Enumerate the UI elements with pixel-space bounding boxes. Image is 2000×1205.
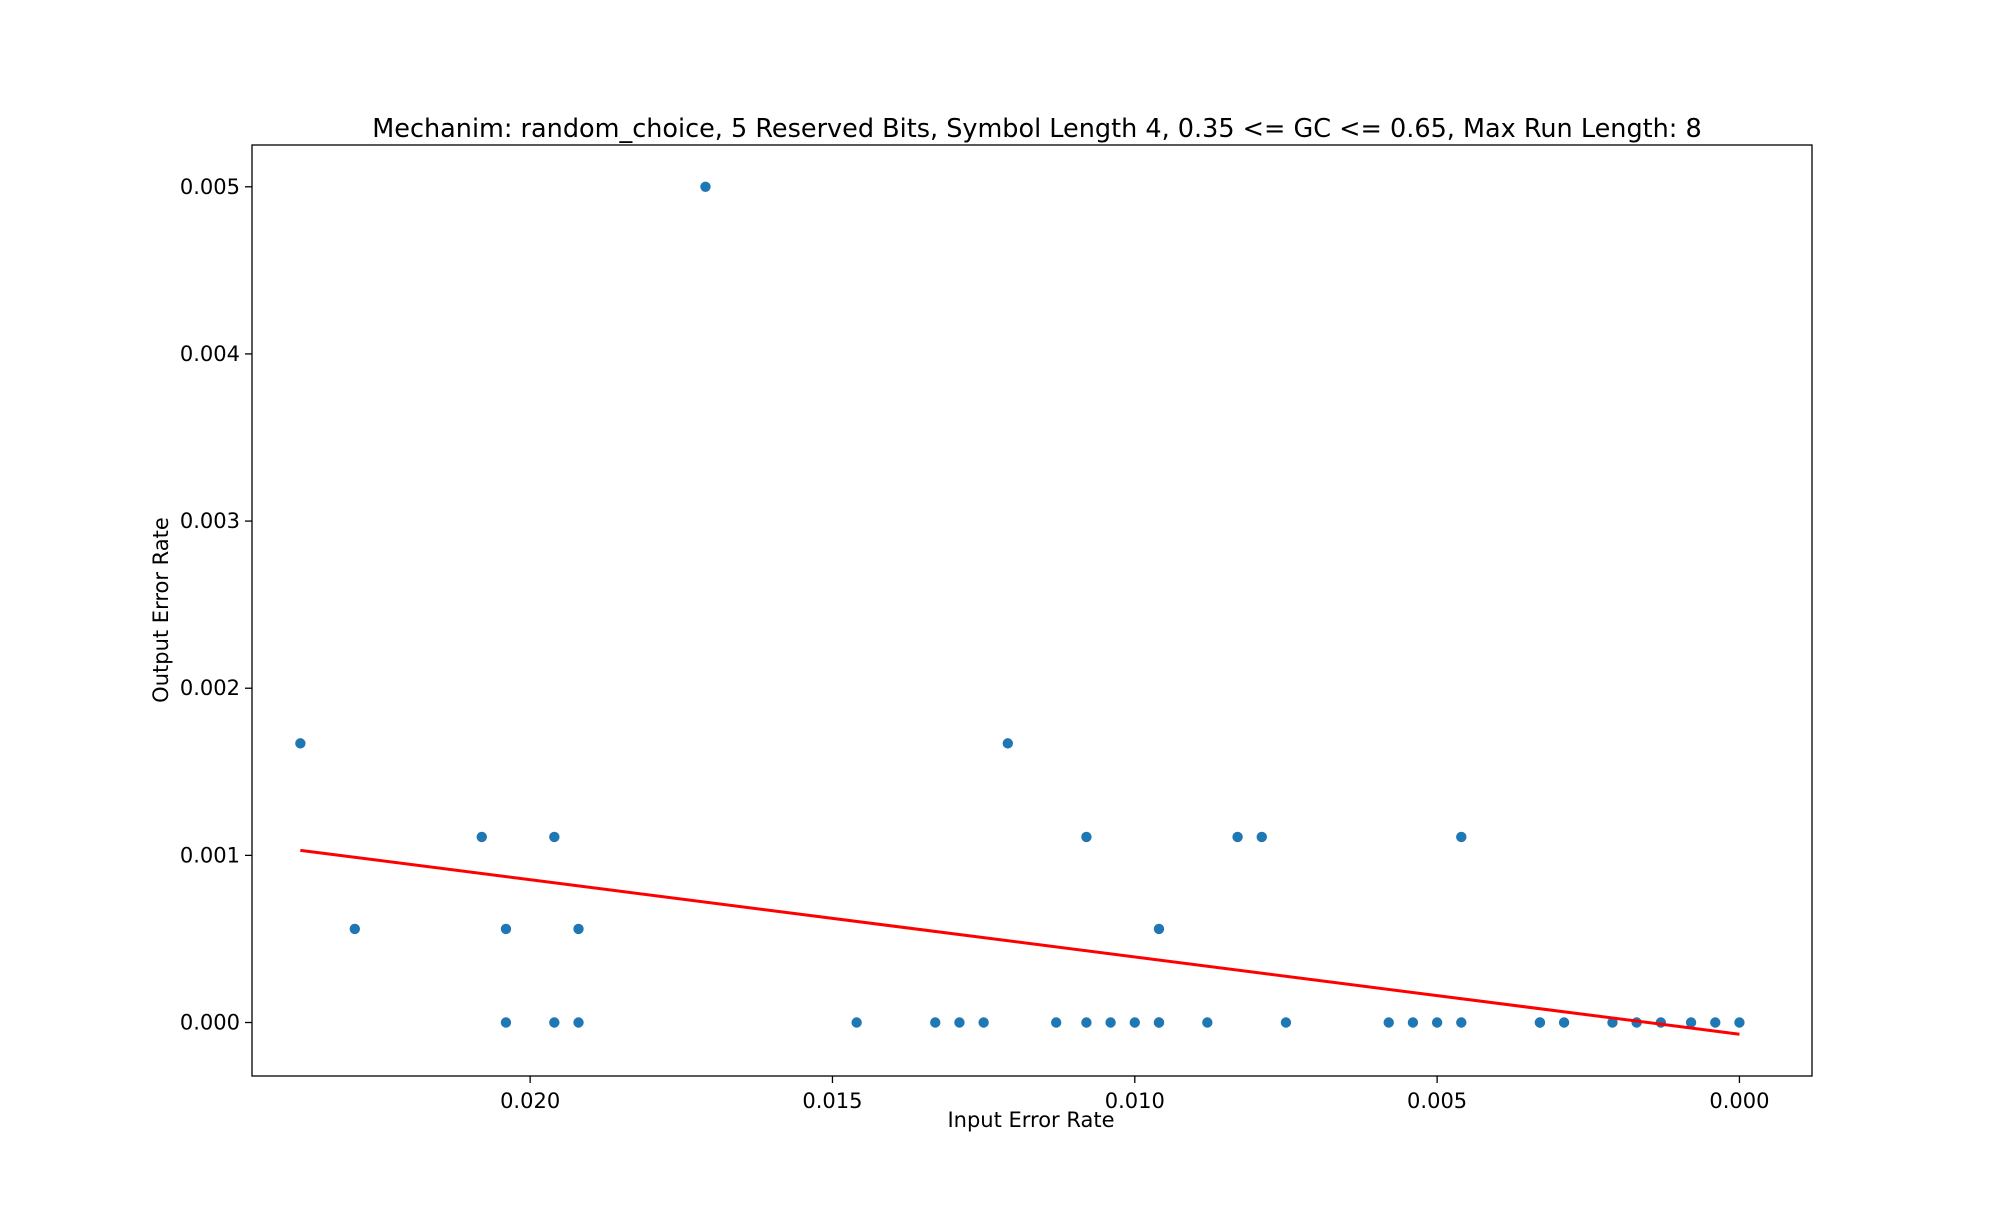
data-point: [1256, 831, 1267, 843]
data-point: [1734, 1017, 1745, 1028]
data-point: [1710, 1017, 1721, 1028]
trend-line: [300, 848, 1740, 1036]
plot-area: [295, 181, 1745, 1036]
y-axis: 0.000 0.001 0.002 0.003 0.004 0.005: [180, 175, 252, 1035]
y-tick-label: 0.000: [180, 1011, 240, 1035]
x-axis-label: Input Error Rate: [947, 1108, 1114, 1132]
data-point: [1431, 1017, 1443, 1028]
data-point: [500, 923, 512, 935]
data-point: [1558, 1017, 1570, 1028]
x-axis: 0.020 0.015 0.010 0.005 0.000: [500, 1076, 1770, 1113]
data-point: [1407, 1017, 1419, 1028]
data-point: [1280, 1017, 1292, 1028]
y-tick-label: 0.003: [180, 509, 240, 533]
y-tick-label: 0.004: [180, 342, 240, 366]
data-point: [500, 1017, 512, 1028]
data-point: [1081, 831, 1092, 843]
data-point: [1002, 738, 1014, 749]
x-tick-label: 0.000: [1709, 1089, 1769, 1113]
data-point: [549, 1017, 560, 1028]
data-point: [700, 181, 711, 192]
data-point: [295, 738, 306, 749]
data-point: [954, 1017, 965, 1028]
y-tick-label: 0.005: [180, 175, 240, 199]
y-tick-label: 0.001: [180, 843, 240, 867]
data-point: [349, 923, 360, 935]
plot-frame: [251, 144, 1813, 1077]
data-point: [978, 1017, 989, 1028]
data-point: [851, 1017, 862, 1028]
data-point: [1607, 1017, 1618, 1028]
data-point: [549, 831, 560, 843]
data-point: [1383, 1017, 1394, 1028]
chart-title: Mechanim: random_choice, 5 Reserved Bits…: [372, 114, 1701, 144]
data-point: [1153, 923, 1165, 935]
data-point: [573, 923, 584, 935]
data-point: [1081, 1017, 1092, 1028]
y-axis-label: Output Error Rate: [149, 517, 173, 703]
data-point: [1685, 1017, 1697, 1028]
data-point: [1456, 831, 1467, 843]
x-tick-label: 0.005: [1407, 1089, 1467, 1113]
x-tick-label: 0.010: [1105, 1089, 1165, 1113]
data-point: [573, 1017, 584, 1028]
data-point: [930, 1017, 941, 1028]
data-point: [1129, 1017, 1140, 1028]
y-tick-label: 0.002: [180, 676, 240, 700]
data-point: [1050, 1017, 1062, 1028]
x-tick-label: 0.015: [802, 1089, 862, 1113]
data-point: [476, 831, 487, 843]
data-point: [1456, 1017, 1467, 1028]
data-point: [1534, 1017, 1546, 1028]
x-tick-label: 0.020: [500, 1089, 560, 1113]
data-point: [1232, 831, 1243, 843]
data-point: [1153, 1017, 1165, 1028]
data-point: [1202, 1017, 1213, 1028]
data-point: [1105, 1017, 1116, 1028]
